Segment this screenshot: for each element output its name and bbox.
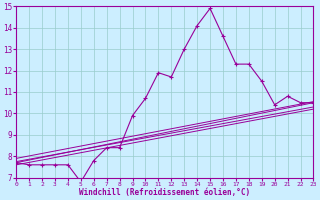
X-axis label: Windchill (Refroidissement éolien,°C): Windchill (Refroidissement éolien,°C): [79, 188, 250, 197]
